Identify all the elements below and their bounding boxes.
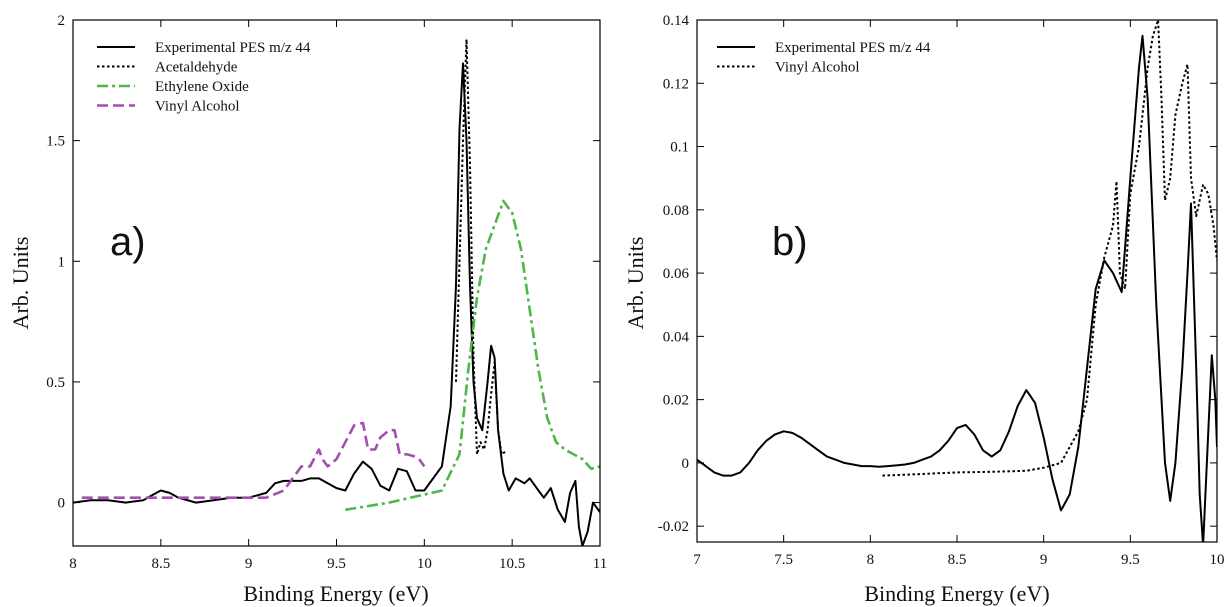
panel-label: b) <box>772 220 808 264</box>
y-tick-label: 0.08 <box>663 203 689 219</box>
series-line-0 <box>73 62 600 546</box>
series-line-3 <box>81 421 426 499</box>
x-tick-label: 7.5 <box>774 552 793 568</box>
y-tick-label: 0.04 <box>663 329 690 345</box>
x-tick-label: 11 <box>593 556 607 572</box>
y-tick-label: 0.5 <box>46 375 65 391</box>
x-axis-title: Binding Energy (eV) <box>243 581 428 606</box>
chart-panel-a: 8 8.5 9 9.5 10 10.5 11 0 0.5 1 1.5 2 Binding Energy … <box>8 13 607 606</box>
y-tick-label: 1.5 <box>46 134 65 150</box>
y-tick-label: 0.12 <box>663 76 689 92</box>
x-axis-title: Binding Energy (eV) <box>864 581 1049 606</box>
x-tick-label: 8.5 <box>151 556 170 572</box>
y-tick-label: 0.14 <box>663 13 690 29</box>
y-tick-label: 0.1 <box>670 140 689 156</box>
series-line-1 <box>455 38 506 456</box>
series-line-2 <box>345 199 600 512</box>
chart-panel-b: 7 7.5 8 8.5 9 9.5 10 -0.02 0 0.02 0.04 0.06 0.08 0.1 0… <box>623 13 1225 606</box>
plot-area <box>697 20 1217 542</box>
x-tick-label: 8.5 <box>948 552 967 568</box>
y-tick-label: 0.06 <box>663 266 690 282</box>
legend-label: Ethylene Oxide <box>155 79 249 95</box>
x-tick-label: 9 <box>1040 552 1048 568</box>
x-tick-label: 7 <box>693 552 701 568</box>
panel-label: a) <box>110 220 146 264</box>
legend: Experimental PES m/z 44 Acetaldehyde Ethyl… <box>97 40 311 115</box>
legend-label: Acetaldehyde <box>155 60 238 76</box>
legend: Experimental PES m/z 44 Vinyl Alcohol <box>717 40 931 76</box>
x-tick-label: 10 <box>1210 552 1225 568</box>
x-tick-label: 8 <box>69 556 77 572</box>
legend-label: Experimental PES m/z 44 <box>775 40 931 56</box>
y-axis-title: Arb. Units <box>8 237 33 330</box>
x-tick-label: 9.5 <box>1121 552 1140 568</box>
x-tick-label: 8 <box>867 552 875 568</box>
x-tick-label: 10.5 <box>499 556 525 572</box>
legend-label: Vinyl Alcohol <box>775 60 860 76</box>
plot-frame <box>72 19 601 547</box>
y-tick-label: 2 <box>58 13 66 29</box>
legend-label: Experimental PES m/z 44 <box>155 40 311 56</box>
legend-label: Vinyl Alcohol <box>155 99 240 115</box>
x-tick-label: 9.5 <box>327 556 346 572</box>
x-tick-label: 9 <box>245 556 253 572</box>
x-tick-label: 10 <box>417 556 432 572</box>
y-tick-label: 0 <box>682 456 690 472</box>
y-tick-label: 0.02 <box>663 393 689 409</box>
y-tick-label: -0.02 <box>658 519 689 535</box>
plot-area <box>73 38 600 546</box>
y-axis-title: Arb. Units <box>623 237 648 330</box>
y-tick-label: 1 <box>58 254 66 270</box>
plot-frame <box>696 19 1218 543</box>
series-line-1 <box>882 20 1217 477</box>
y-tick-label: 0 <box>58 496 66 512</box>
series-line-0 <box>697 34 1217 542</box>
